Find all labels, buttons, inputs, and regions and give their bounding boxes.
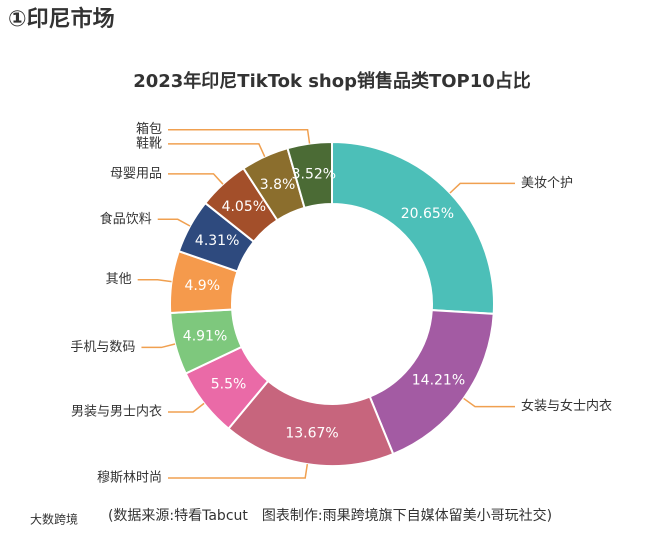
value-label: 20.65% (401, 206, 454, 222)
category-label: 美妆个护 (521, 176, 573, 191)
leader-line (168, 463, 309, 479)
value-label: 13.67% (285, 425, 338, 441)
donut-slice (331, 140, 495, 315)
category-label: 女装与女士内衣 (521, 398, 612, 414)
donut-slice (286, 140, 333, 210)
value-label: 4.9% (184, 278, 220, 294)
category-label: 鞋靴 (136, 135, 162, 151)
watermark: 大数跨境 (30, 512, 78, 527)
leader-line (168, 143, 266, 157)
category-label: 母婴用品 (110, 166, 162, 181)
value-label: 4.05% (222, 199, 266, 215)
value-label: 5.5% (211, 376, 247, 392)
value-label: 14.21% (412, 372, 465, 388)
leader-line (157, 218, 191, 227)
leader-line (168, 173, 224, 185)
value-label: 4.31% (195, 233, 239, 249)
category-label: 手机与数码 (70, 340, 135, 355)
leader-line (137, 278, 172, 283)
value-label: 3.8% (260, 177, 296, 193)
chart-title: 2023年印尼TikTok shop销售品类TOP10占比 (133, 70, 531, 92)
leader-line (168, 128, 311, 144)
category-label: 箱包 (136, 121, 162, 137)
leader-line (463, 397, 515, 408)
leader-line (449, 182, 515, 194)
category-label: 穆斯林时尚 (97, 470, 162, 485)
leader-line (168, 402, 205, 413)
value-label: 4.91% (183, 328, 227, 344)
category-label: 男装与男士内衣 (71, 403, 162, 419)
value-label: 3.52% (292, 166, 336, 182)
header: ①印尼市场 (8, 6, 115, 32)
leader-line (141, 343, 176, 349)
category-label: 食品饮料 (100, 211, 152, 227)
category-label: 其他 (106, 272, 132, 287)
source: (数据来源:特看Tabcut 图表制作:雨果跨境旗下自媒体留美小哥玩社交) (108, 507, 552, 524)
